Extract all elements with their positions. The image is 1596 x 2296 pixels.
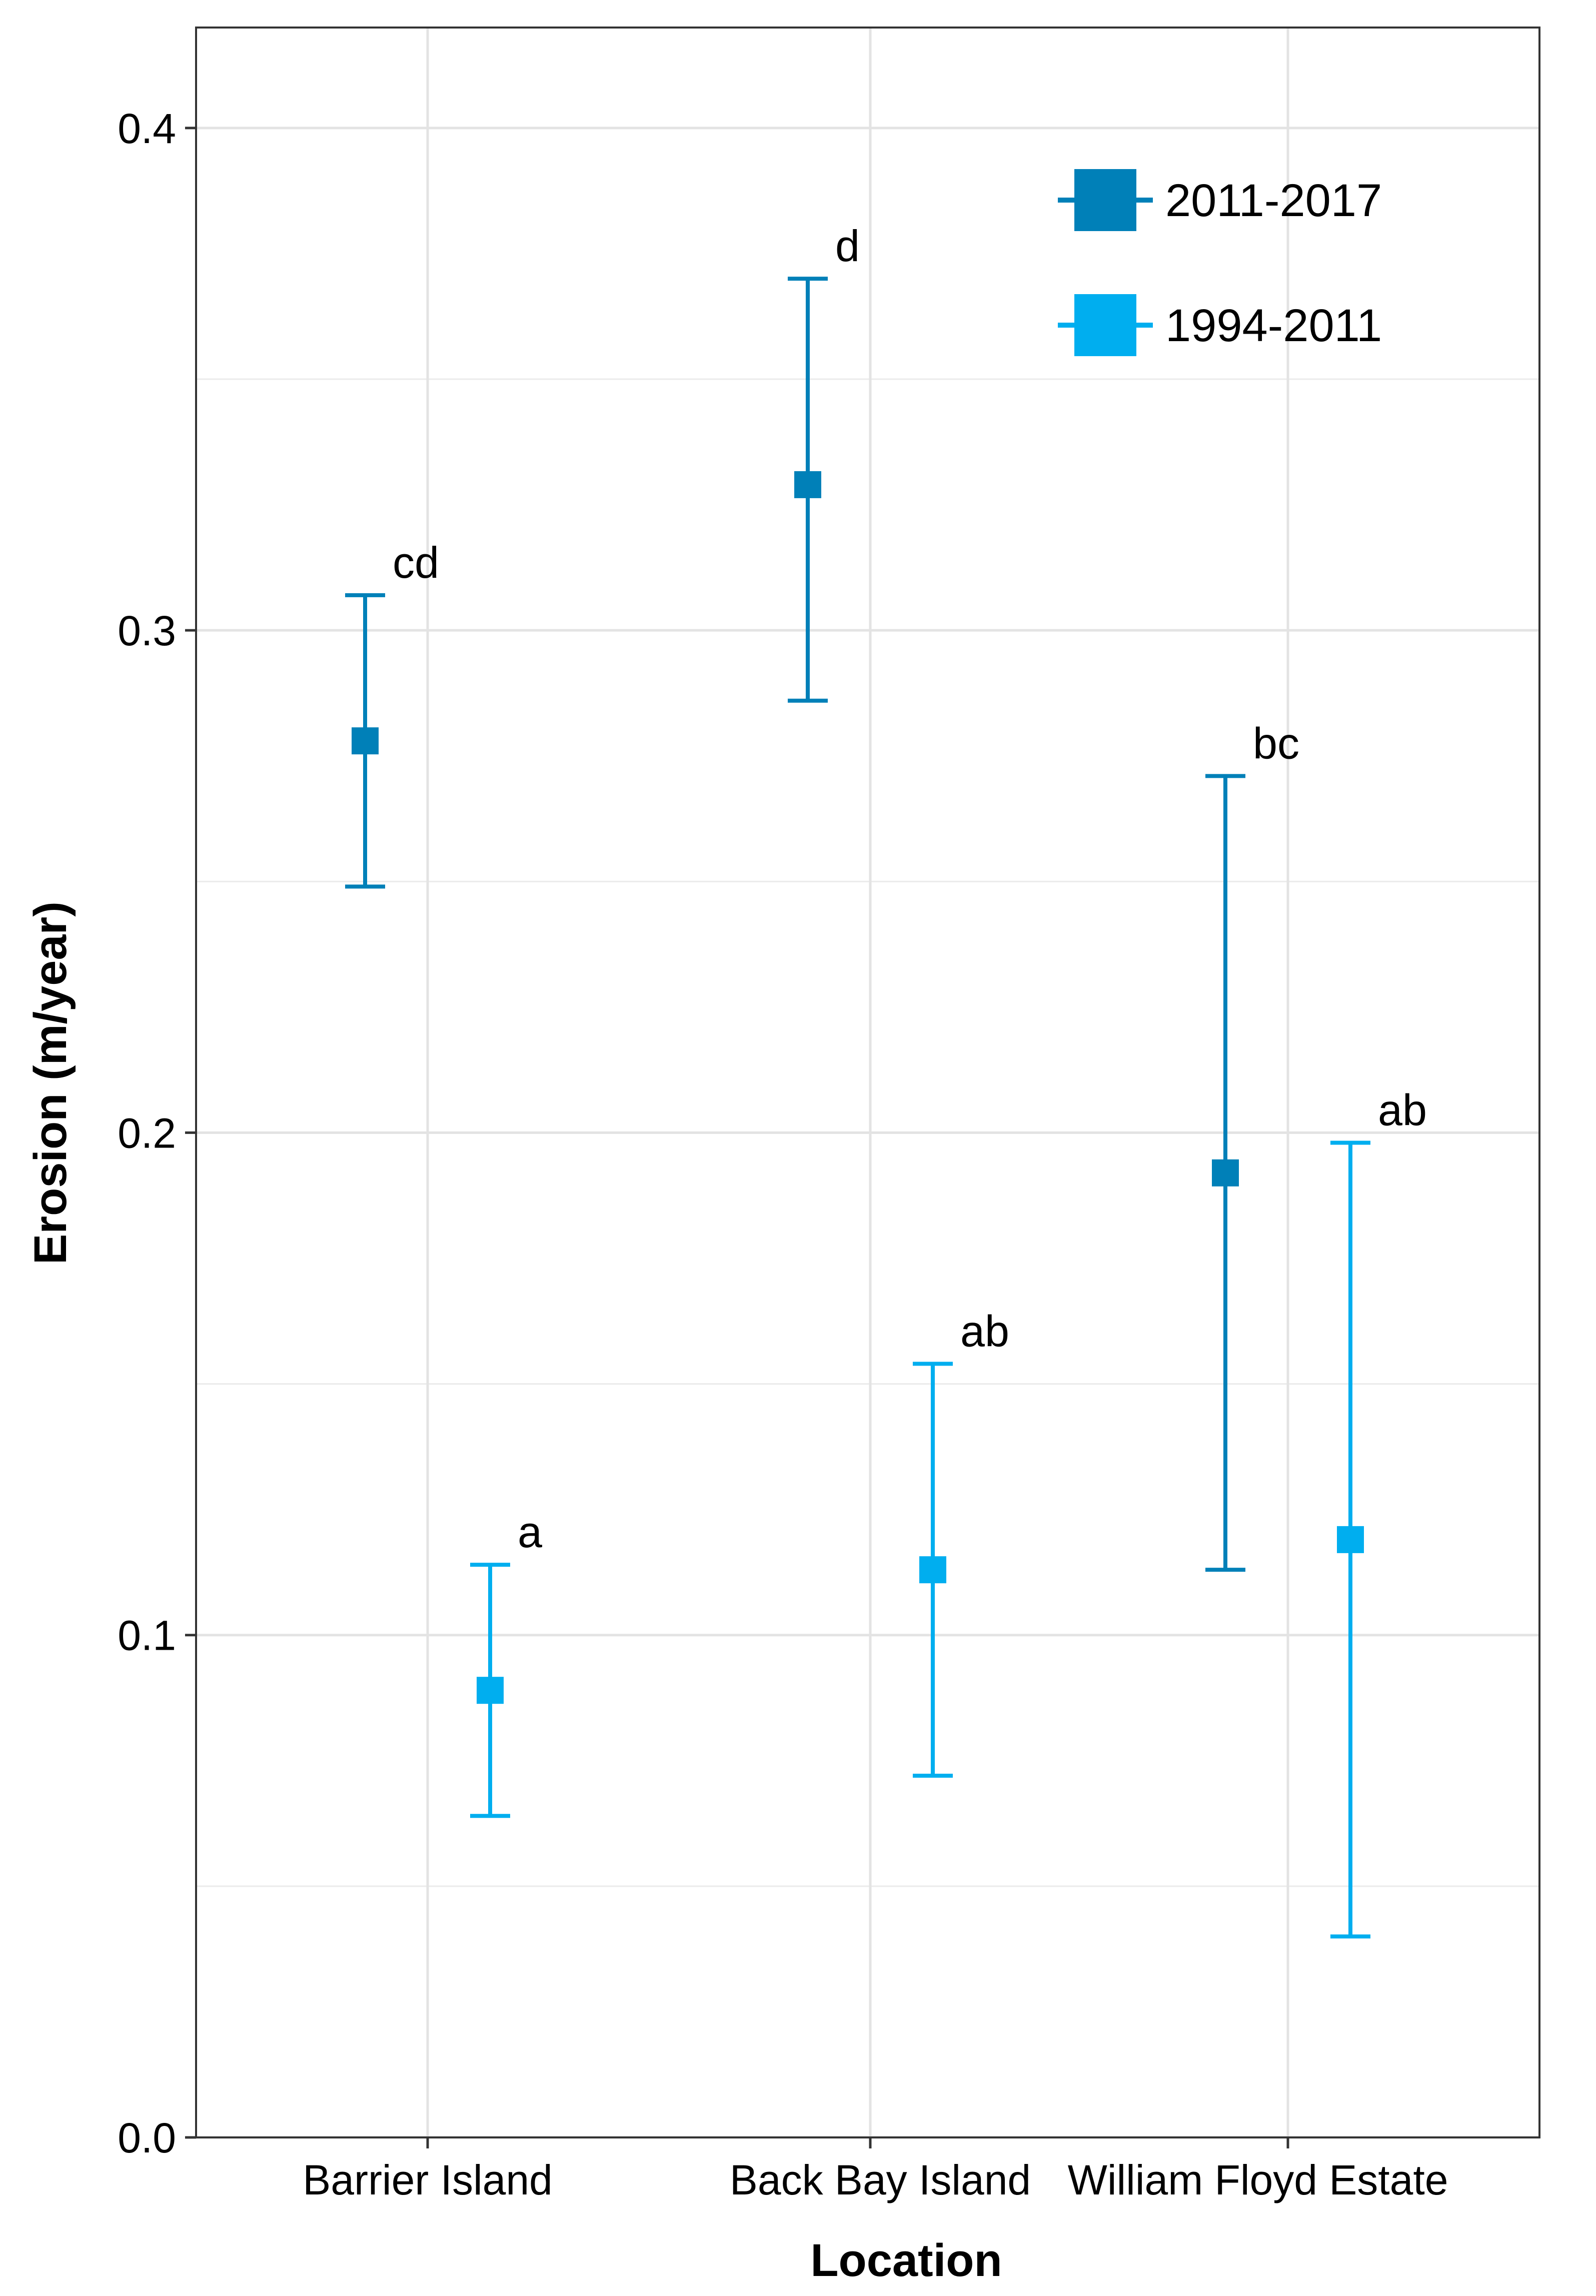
data-point [794, 471, 821, 498]
y-tick-label: 0.4 [118, 105, 176, 152]
data-point [352, 727, 379, 755]
y-tick-label: 0.2 [118, 1109, 176, 1157]
grid-layer [196, 28, 1539, 2139]
x-tick-label: William Floyd Estate [1068, 2156, 1448, 2203]
point-layer [352, 471, 1364, 1704]
y-axis-title: Erosion (m/year) [25, 901, 76, 1265]
x-tick-label: Barrier Island [303, 2156, 553, 2203]
data-point [1212, 1159, 1239, 1187]
significance-label: a [518, 1507, 542, 1557]
y-tick-label: 0.1 [118, 1612, 176, 1659]
legend-layer: 2011-2017 1994-2011 [1058, 169, 1382, 356]
legend-label: 2011-2017 [1165, 175, 1382, 226]
annotation-layer: cd d bc a ab ab [393, 221, 1427, 1557]
x-axis-title: Location [810, 2235, 1002, 2286]
y-tick-label: 0.3 [118, 607, 176, 654]
data-point [919, 1556, 946, 1584]
y-tick-label: 0.0 [118, 2114, 176, 2161]
data-point [1337, 1526, 1364, 1553]
data-point [477, 1677, 504, 1704]
x-tick-label: Back Bay Island [730, 2156, 1031, 2203]
legend-key-marker [1074, 294, 1136, 356]
significance-label: d [835, 221, 860, 271]
significance-label: ab [960, 1306, 1009, 1356]
legend-key-marker [1074, 169, 1136, 231]
significance-label: ab [1378, 1085, 1427, 1135]
legend-label: 1994-2011 [1165, 300, 1382, 351]
axis-layer: 0.0 0.1 0.2 0.3 0.4 Barrier Island Back Bay Is… [118, 27, 1540, 2203]
plot-border [195, 27, 1540, 2138]
significance-label: bc [1253, 718, 1299, 768]
significance-label: cd [393, 538, 439, 587]
